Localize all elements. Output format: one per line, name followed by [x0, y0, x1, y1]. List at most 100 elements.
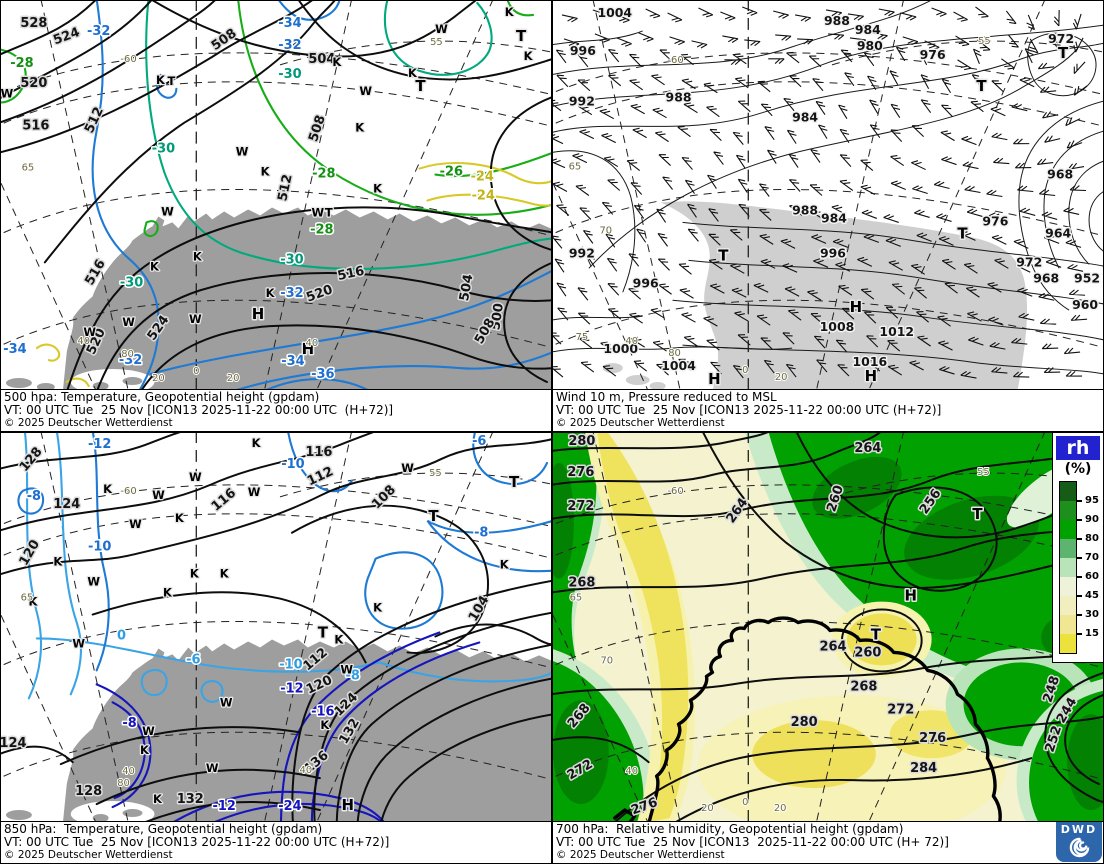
- map-label: 116: [305, 445, 332, 460]
- map-label: K: [150, 259, 160, 273]
- map-label: -36: [311, 367, 334, 382]
- map-label: K: [332, 55, 342, 69]
- valid-time: VT: 00 UTC Tue 25 Nov [ICON13 2025-11-22…: [4, 835, 390, 849]
- map-label: 55: [978, 36, 991, 47]
- map-label: 976: [982, 213, 1008, 228]
- map-label: 20: [227, 373, 240, 384]
- map-label: 952: [1074, 270, 1100, 285]
- map-label: K: [373, 601, 383, 615]
- map-label: -60: [667, 486, 683, 497]
- coastline: [613, 616, 1002, 821]
- map-label: 65: [569, 162, 582, 173]
- legend-tick-label: 15: [1085, 628, 1099, 639]
- height-contours: [1, 1, 551, 389]
- legend-tick-label: 30: [1085, 609, 1099, 620]
- legend-color-segment: [1060, 539, 1076, 558]
- map-label: 112: [305, 464, 336, 489]
- map-label: 55: [430, 37, 443, 48]
- map-label: T: [428, 507, 439, 525]
- map-label: W: [161, 204, 174, 218]
- map-label: W: [1, 87, 14, 101]
- map-label: 508: [306, 113, 329, 143]
- map-label: K: [408, 66, 418, 80]
- map-label: 996: [633, 275, 659, 290]
- map-label: -30: [120, 275, 143, 290]
- legend-tick-mark: [1076, 576, 1082, 578]
- panel-700hpa-rh: 280 276 272 264 264 260 256 268 260 264 280 268 272 2…: [552, 432, 1104, 864]
- map-label: 964: [1045, 225, 1071, 240]
- humidity-fill: [553, 433, 1103, 821]
- legend-color-segment: [1060, 520, 1076, 539]
- map-label: -12: [280, 681, 303, 696]
- map-label: -34: [278, 16, 301, 31]
- map-label: -60: [120, 54, 136, 65]
- caption-500hpa: 500 hpa: Temperature, Geopotential heigh…: [1, 390, 551, 431]
- map-label: K: [140, 743, 150, 757]
- map-label: W: [359, 84, 372, 98]
- map-label: 516: [22, 119, 49, 134]
- map-label: 1004: [661, 358, 696, 373]
- map-label: -12: [213, 799, 236, 814]
- graticule: [553, 1, 1103, 389]
- map-label: -34: [3, 342, 26, 357]
- map-label: 40: [77, 336, 90, 347]
- map-label: 516: [336, 264, 366, 284]
- legend-tick-label: 95: [1085, 495, 1099, 506]
- map-title: 500 hpa: Temperature, Geopotential heigh…: [4, 390, 320, 404]
- map-label: 500: [488, 302, 507, 331]
- height-contours: [1, 433, 551, 821]
- dwd-swirl-icon: [1069, 837, 1089, 858]
- map-label: W: [189, 470, 202, 484]
- map-label: K: [156, 73, 166, 87]
- map-label: T: [325, 205, 333, 219]
- map-label: 992: [569, 245, 595, 260]
- map-label: 972: [1048, 31, 1074, 46]
- map-label: H: [252, 305, 265, 323]
- legend-tick-mark: [1076, 557, 1082, 559]
- panel-500hpa: 528 524 520 516 512 508 504 508 512 516 516 520 524 5…: [0, 0, 552, 432]
- map-label: 276: [919, 731, 946, 746]
- map-label: 960: [1072, 297, 1098, 312]
- map-label: 512: [275, 173, 295, 203]
- map-label: 20: [701, 803, 714, 814]
- legend-tick-mark: [1076, 500, 1082, 502]
- map-label: 272: [567, 499, 594, 514]
- map-label: 1004: [597, 5, 632, 20]
- legend-color-segment: [1060, 577, 1076, 596]
- map-label: K: [373, 182, 383, 196]
- map-label: -8: [346, 668, 360, 683]
- map-label: 988: [792, 202, 818, 217]
- map-label: -28: [310, 222, 333, 237]
- map-label: H: [341, 796, 354, 814]
- map-label: 128: [17, 444, 46, 474]
- legend-tick-label: 90: [1085, 514, 1099, 525]
- map-label: T: [1058, 44, 1069, 62]
- map-label: 104: [466, 593, 492, 624]
- map-label: 108: [369, 482, 399, 512]
- map-label: -6: [186, 652, 200, 667]
- map-label: 80: [117, 778, 130, 789]
- legend-tick-mark: [1076, 519, 1082, 521]
- map-label: -32: [119, 353, 142, 368]
- map-label: 65: [22, 163, 35, 174]
- map-label: 0: [742, 797, 748, 808]
- map-label: -24: [471, 170, 494, 185]
- valid-time: VT: 00 UTC Tue 25 Nov [ICON13 2025-11-22…: [556, 835, 949, 849]
- map-label: 988: [666, 90, 692, 105]
- map-850hpa: 128 124 120 116 116 112 108 104 112 120 124 132 136 1…: [1, 433, 551, 822]
- map-label: 40: [625, 766, 638, 777]
- map-label: 70: [599, 225, 612, 236]
- map-label: 0: [117, 628, 126, 643]
- map-700hpa-rh: 280 276 272 264 264 260 256 268 260 264 280 268 272 2…: [553, 433, 1103, 822]
- map-label: -6: [472, 434, 486, 449]
- legend-colorbar: 95 90 80 70 60 45 30 15: [1059, 481, 1099, 654]
- map-label: -60: [667, 55, 683, 66]
- map-label: -32: [278, 38, 301, 53]
- map-label: -16: [311, 704, 334, 719]
- map-label: T: [318, 623, 329, 641]
- legend-tick-mark: [1076, 538, 1082, 540]
- map-label: W: [142, 724, 155, 738]
- map-label: -10: [88, 540, 111, 555]
